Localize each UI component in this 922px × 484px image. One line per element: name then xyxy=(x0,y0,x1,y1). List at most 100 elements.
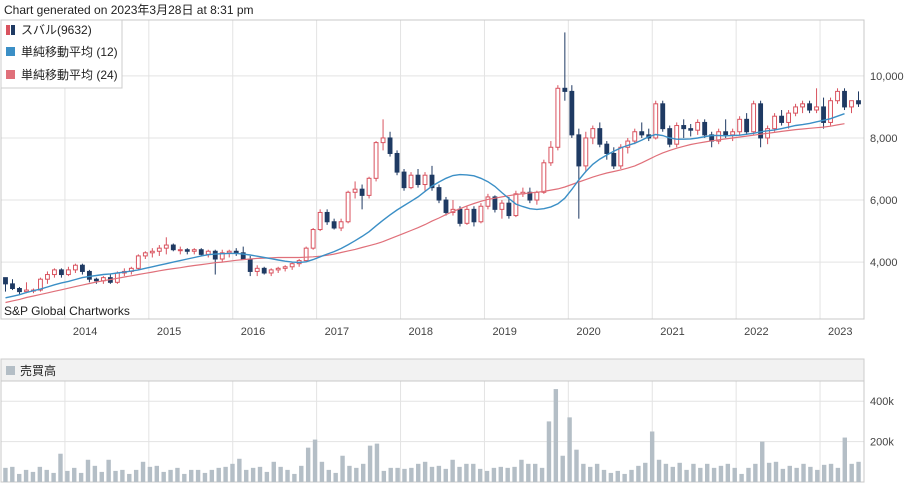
volume-bar xyxy=(374,443,380,482)
volume-legend-icon xyxy=(6,366,15,375)
candle-body xyxy=(233,250,239,254)
volume-bar xyxy=(3,467,8,482)
watermark: S&P Global Chartworks xyxy=(4,304,130,318)
candle-body xyxy=(422,174,428,186)
volume-tick-label: 200k xyxy=(870,437,894,449)
volume-bar xyxy=(649,431,655,482)
candle-body xyxy=(541,162,547,193)
candle-body xyxy=(275,267,281,271)
candle-body xyxy=(758,103,764,139)
volume-bar xyxy=(663,463,669,482)
volume-bar xyxy=(753,463,758,482)
candle-body xyxy=(380,137,386,144)
candle-body xyxy=(583,137,589,167)
legend-box[interactable]: スバル(9632) 単純移動平均 (12) 単純移動平均 (24) xyxy=(0,19,123,89)
year-tick-label: 2019 xyxy=(492,326,516,338)
candle-body xyxy=(723,131,729,136)
candle-body xyxy=(849,100,854,108)
candle-body xyxy=(198,249,204,255)
price-tick-label: 6,000 xyxy=(870,195,898,207)
volume-bar xyxy=(842,437,848,482)
candle-body xyxy=(289,263,295,268)
legend-sma12: 単純移動平均 (12) xyxy=(21,45,118,59)
volume-bar xyxy=(402,468,407,482)
volume-bar xyxy=(622,473,627,482)
candle-body xyxy=(254,267,260,272)
candle-body xyxy=(345,191,351,223)
time-axis: 2014 2015 2016 2017 2018 2019 2020 2021 2022 2023 xyxy=(73,326,853,338)
candle-body xyxy=(170,244,176,251)
candle-body xyxy=(772,115,778,130)
volume-bar xyxy=(106,459,111,482)
volume-bar xyxy=(230,463,235,482)
volume-title: 売買高 xyxy=(20,363,56,378)
year-tick-label: 2016 xyxy=(241,326,265,338)
candle-body xyxy=(17,288,22,293)
volume-bar xyxy=(471,463,476,482)
candle-body xyxy=(639,131,645,136)
volume-bar xyxy=(519,459,524,482)
volume-bar xyxy=(808,466,813,482)
candle-body xyxy=(52,269,57,276)
volume-bar xyxy=(340,455,345,482)
candle-body xyxy=(191,249,197,252)
candle-body xyxy=(72,264,78,271)
candle-body xyxy=(695,121,701,131)
volume-tick-label: 400k xyxy=(870,396,894,408)
volume-bar xyxy=(498,466,504,482)
candle-body xyxy=(562,87,568,92)
volume-bar xyxy=(636,465,641,482)
candle-body xyxy=(38,278,43,291)
volume-bar xyxy=(23,469,29,482)
volume-bar xyxy=(140,461,146,482)
candle-body xyxy=(660,103,666,130)
candle-body xyxy=(408,174,414,189)
candle-body xyxy=(394,152,400,173)
candle-body xyxy=(527,191,533,201)
volume-bar xyxy=(133,469,139,482)
volume-bar xyxy=(574,449,579,482)
candle-body xyxy=(352,188,358,193)
volume-bar xyxy=(113,470,118,482)
volume-bar xyxy=(677,462,682,482)
candle-body xyxy=(59,269,64,276)
candle-body xyxy=(548,146,554,164)
price-axis: 4,000 6,000 8,000 10,000 xyxy=(870,71,904,269)
price-tick-label: 8,000 xyxy=(870,133,898,145)
candle-body xyxy=(219,252,225,260)
volume-bar xyxy=(264,471,270,482)
candle-body xyxy=(317,211,323,231)
candle-body xyxy=(611,152,617,167)
legend-frame xyxy=(0,19,123,89)
volume-bar xyxy=(588,466,593,482)
candle-body xyxy=(821,106,826,123)
candle-body xyxy=(471,208,477,223)
volume-bar xyxy=(30,471,36,482)
volume-bar xyxy=(491,467,497,482)
volume-bar xyxy=(629,469,634,482)
candle-body xyxy=(555,87,561,148)
volume-bar xyxy=(608,472,614,482)
candle-body xyxy=(478,205,484,223)
candle-body xyxy=(359,188,365,196)
volume-axis: 200k 400k xyxy=(870,396,894,448)
candle-body xyxy=(303,247,309,262)
candle-body xyxy=(506,202,512,217)
year-tick-label: 2017 xyxy=(325,326,349,338)
candle-body xyxy=(590,128,596,139)
volume-bar xyxy=(299,465,304,482)
year-tick-label: 2020 xyxy=(576,326,600,338)
volume-bar xyxy=(319,461,325,482)
volume-bar xyxy=(416,463,421,482)
candle-body xyxy=(674,125,680,145)
candle-body xyxy=(751,103,757,133)
volume-bar xyxy=(182,473,187,482)
volume-bar xyxy=(615,470,620,482)
candle-body xyxy=(3,277,8,285)
candle-body xyxy=(667,128,673,145)
candle-body xyxy=(415,174,421,186)
candle-body xyxy=(10,283,15,290)
volume-grid xyxy=(1,381,864,482)
volume-bar xyxy=(429,466,435,482)
